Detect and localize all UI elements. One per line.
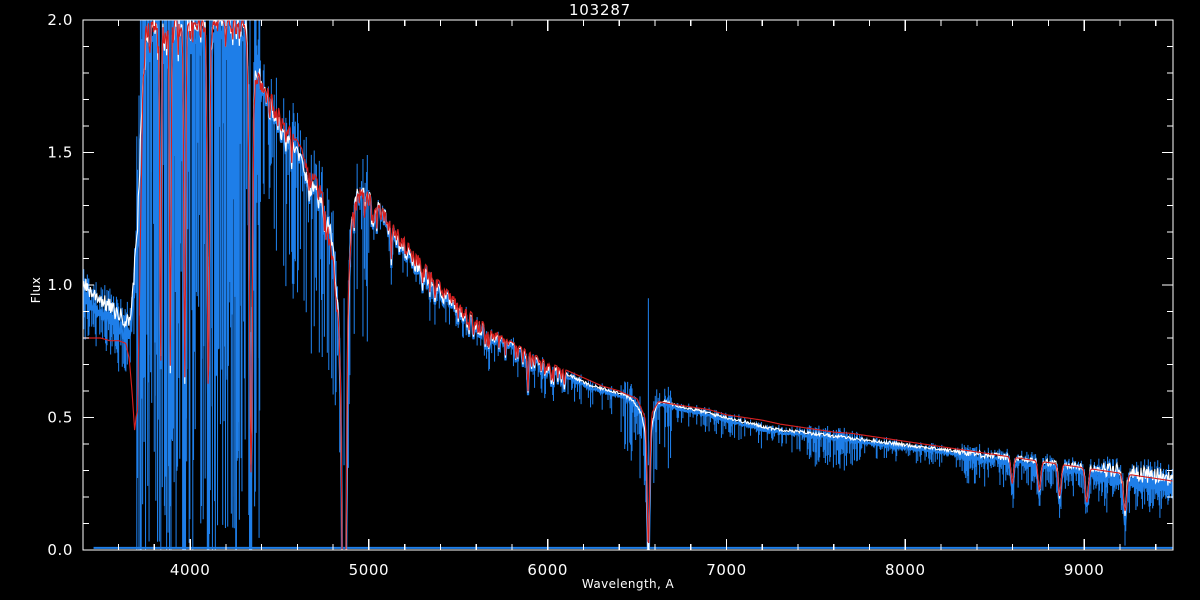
axis-tick-labels: 4000 5000 6000 7000 8000 9000 0.0 0.5 1.0 1.5 2.0 [47,11,1105,579]
page-title: 103287 [569,1,631,19]
y-axis-label: Flux [29,277,43,304]
x-tick-label: 5000 [349,561,390,579]
x-tick-label: 9000 [1064,561,1105,579]
y-tick-label: 1.0 [47,276,73,294]
y-tick-label: 1.5 [47,144,73,162]
axes-layer: 4000 5000 6000 7000 8000 9000 0.0 0.5 1.0 1.5 2.0 [47,11,1174,579]
x-tick-label: 8000 [885,561,926,579]
y-tick-label: 0.5 [47,409,73,427]
y-tick-label: 2.0 [47,11,73,29]
model-spectrum-line [83,20,1173,550]
axis-ticks [83,19,1173,551]
x-tick-label: 4000 [170,561,211,579]
y-tick-label: 0.0 [47,541,73,559]
x-tick-label: 7000 [706,561,747,579]
data-series-layer [83,20,1173,550]
x-tick-label: 6000 [527,561,568,579]
x-axis-label: Wavelength, A [582,577,675,591]
